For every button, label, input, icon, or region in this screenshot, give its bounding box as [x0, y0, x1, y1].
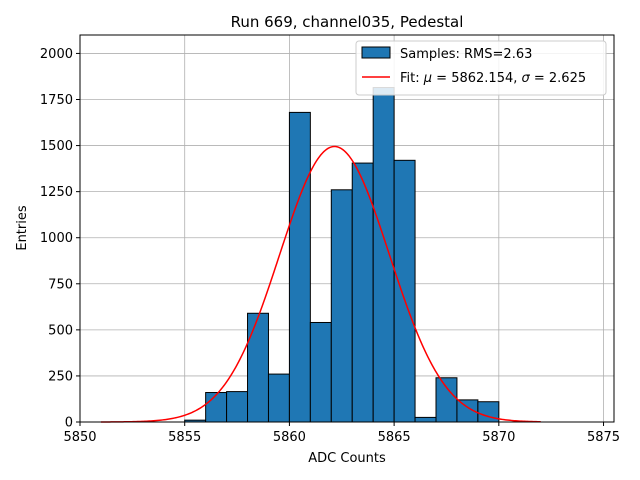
y-tick-label: 250	[48, 369, 73, 384]
legend-fit-label: Fit: μ = 5862.154, σ = 2.625	[400, 71, 586, 86]
histogram-bar	[205, 392, 228, 423]
x-tick-label: 5850	[63, 430, 96, 445]
histogram-bar	[414, 416, 437, 423]
fit-curve	[100, 145, 541, 423]
y-tick-label: 1500	[40, 139, 73, 154]
histogram-bar	[226, 391, 249, 423]
x-axis-label: ADC Counts	[308, 451, 386, 466]
histogram-bar	[309, 321, 332, 423]
x-tick-label: 5860	[273, 430, 306, 445]
fit-curve-layer	[100, 145, 541, 423]
y-tick-label: 0	[65, 416, 73, 431]
x-tick-label: 5875	[587, 430, 620, 445]
chart-title: Run 669, channel035, Pedestal	[231, 13, 464, 31]
histogram-bar	[330, 189, 353, 423]
y-tick-label: 1000	[40, 231, 73, 246]
legend-samples-swatch	[361, 46, 391, 59]
y-axis-label: Entries	[15, 205, 30, 251]
plot-frame	[79, 34, 615, 423]
histogram-bar	[435, 377, 458, 423]
x-tick-label: 5865	[378, 430, 411, 445]
y-tick-label: 750	[48, 277, 73, 292]
histogram-bar	[393, 159, 416, 423]
axis-ticks: 5850 5855 5860 5865 5870 5875 0 250 500 750 1000 12…	[40, 47, 620, 445]
y-tick-label: 1750	[40, 93, 73, 108]
histogram-bars	[184, 87, 500, 423]
histogram-bar	[267, 373, 290, 423]
histogram-bar	[288, 111, 311, 423]
grid-lines	[79, 35, 614, 423]
y-tick-label: 1250	[40, 185, 73, 200]
legend-samples-label: Samples: RMS=2.63	[400, 47, 532, 62]
histogram-bar	[372, 87, 395, 423]
y-tick-label: 500	[48, 323, 73, 338]
x-tick-label: 5855	[168, 430, 201, 445]
legend: Samples: RMS=2.63 Fit: μ = 5862.154, σ =…	[355, 40, 607, 96]
x-tick-label: 5870	[482, 430, 515, 445]
legend-box	[355, 40, 607, 96]
y-tick-label: 2000	[40, 47, 73, 62]
histogram-bar	[247, 312, 269, 423]
histogram-bar	[351, 162, 374, 423]
